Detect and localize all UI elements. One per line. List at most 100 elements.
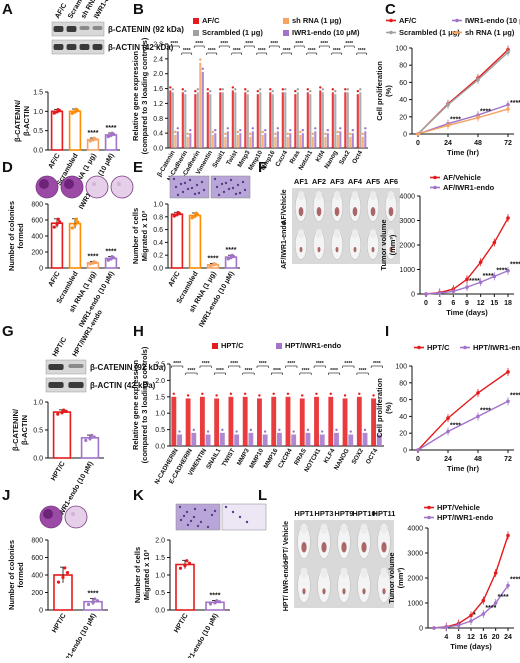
y-tick-label: 100	[395, 364, 407, 371]
legend-label: AF/Vehicle	[443, 173, 481, 182]
panel-letter-H: H	[133, 323, 144, 340]
bar	[214, 398, 220, 446]
significance-label: ****	[510, 100, 520, 107]
y-axis-label: Tumor volume(mm³)	[379, 219, 397, 270]
bar	[306, 92, 309, 148]
colony-dishes	[39, 505, 88, 529]
data-point	[249, 428, 253, 432]
migrated-cell	[229, 178, 233, 182]
migrated-cell	[192, 515, 196, 519]
colony-spot	[92, 182, 96, 186]
data-point	[251, 127, 254, 130]
significance-label: ****	[273, 368, 281, 374]
migrated-cell	[206, 525, 210, 529]
significance-label: ****	[208, 48, 216, 54]
data-point	[171, 88, 174, 91]
bar	[246, 94, 249, 148]
data-point	[208, 264, 212, 268]
y-tick-label: 0.5	[155, 590, 165, 597]
y-tick-label: 0.5	[155, 427, 165, 434]
migrated-cell	[200, 180, 204, 184]
significance-label: ****	[485, 605, 496, 612]
migrated-cell	[231, 510, 235, 514]
data-point	[239, 128, 242, 132]
panel-letter-A: A	[2, 1, 13, 18]
legend-swatch	[427, 515, 431, 520]
bar	[80, 437, 100, 459]
data-point	[56, 107, 60, 112]
category-label: TWIST	[221, 447, 237, 468]
data-point	[61, 575, 65, 579]
data-point	[181, 88, 184, 91]
significance-label: ****	[480, 407, 491, 414]
data-point	[299, 130, 302, 134]
legend-label: AF/C	[399, 16, 417, 25]
bar	[261, 135, 264, 148]
data-point	[301, 394, 304, 397]
migrated-cell	[185, 510, 189, 514]
category-label: CXCR4	[277, 447, 294, 469]
photo-column-label: AF5	[366, 177, 380, 186]
data-point	[206, 430, 210, 433]
migrated-cell	[172, 177, 176, 181]
y-tick-label: 0.0	[153, 146, 163, 153]
x-tick-label: 20	[492, 634, 500, 641]
data-point	[70, 226, 74, 230]
data-point	[52, 225, 56, 229]
x-tick-label: 0	[416, 456, 420, 463]
y-tick-label: 0.4	[153, 240, 163, 247]
y-tick-label: 4000	[399, 194, 415, 201]
data-point	[344, 88, 347, 91]
bar	[181, 92, 184, 148]
significance-label: ****	[230, 361, 238, 367]
data-point	[172, 392, 176, 395]
bar	[171, 92, 174, 148]
y-tick-label: 2.0	[155, 378, 165, 385]
tumor	[321, 542, 327, 553]
legend-swatch	[455, 18, 459, 23]
bar	[201, 71, 204, 148]
data-point	[351, 128, 354, 132]
data-point	[319, 86, 322, 89]
legend-label: sh RNA (1 μg)	[465, 28, 515, 37]
data-point	[272, 392, 275, 395]
migrated-cell	[188, 178, 192, 182]
category-label: Oct4	[351, 149, 364, 165]
y-tick-label: 1.5	[33, 90, 43, 97]
significance-label: ****	[245, 368, 253, 374]
bar	[311, 136, 314, 148]
y-tick-label: 1.0	[33, 109, 43, 116]
bar	[188, 214, 202, 269]
tumor	[334, 207, 340, 217]
y-tick-label: 200	[31, 250, 43, 257]
legend-swatch	[276, 343, 282, 349]
bar	[305, 432, 311, 446]
data-point	[212, 262, 216, 266]
tumor	[381, 542, 387, 553]
bar	[214, 133, 217, 148]
data-point	[263, 430, 267, 433]
y-tick-label: 0.8	[153, 214, 163, 221]
y-tick-label: 0	[39, 608, 43, 615]
data-point	[226, 257, 230, 261]
data-point	[359, 88, 362, 91]
mouse-head	[387, 191, 395, 201]
series-line	[417, 400, 509, 451]
data-point	[56, 412, 60, 416]
data-point	[416, 132, 420, 136]
data-point	[311, 132, 314, 136]
bar	[234, 434, 240, 446]
y-tick-label: 0	[403, 132, 407, 139]
chart-G: 0.00.51.0β-CATENIN/β-ACTINHPT/CIWR1-endo…	[11, 400, 104, 519]
bar	[339, 131, 342, 148]
bar	[52, 411, 72, 459]
bar	[276, 131, 279, 148]
blot-band	[79, 44, 90, 50]
data-point	[88, 437, 92, 441]
x-tick-label: 24	[504, 634, 512, 641]
significance-label: ****	[295, 41, 303, 47]
data-point	[231, 86, 234, 89]
bar	[376, 434, 382, 446]
data-point	[186, 394, 190, 397]
